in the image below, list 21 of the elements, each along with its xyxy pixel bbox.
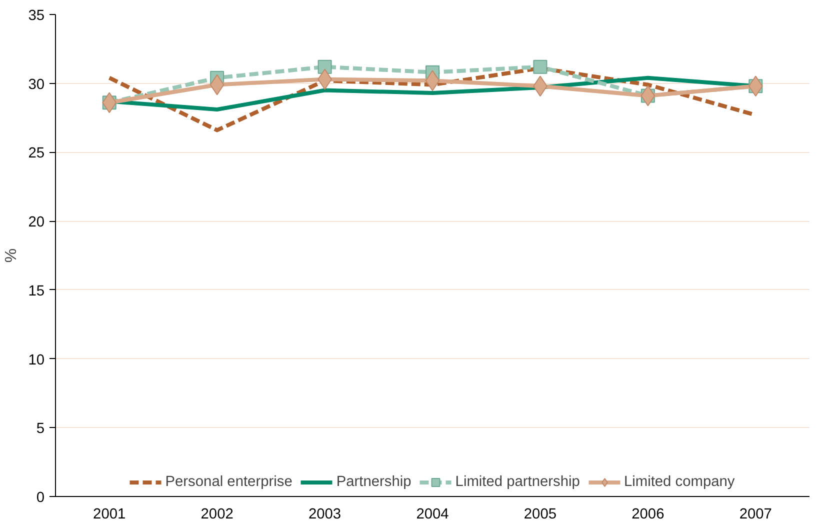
legend-label: Limited company bbox=[624, 474, 735, 490]
y-axis-title: % bbox=[3, 248, 20, 263]
y-tick-label: 35 bbox=[28, 8, 45, 24]
y-tick-label: 5 bbox=[36, 421, 45, 438]
x-tick-label: 2002 bbox=[200, 506, 234, 521]
x-tick-label: 2006 bbox=[632, 506, 664, 521]
legend-label: Partnership bbox=[336, 474, 412, 490]
y-tick-label: 10 bbox=[28, 352, 45, 368]
x-tick-label: 2005 bbox=[524, 506, 557, 521]
y-tick-label: 30 bbox=[28, 76, 45, 93]
y-tick-label: 20 bbox=[28, 214, 45, 231]
x-tick-label: 2007 bbox=[739, 506, 772, 521]
y-tick-label: 0 bbox=[36, 490, 45, 506]
y-tick-label: 15 bbox=[28, 283, 45, 300]
legend-label: Personal enterprise bbox=[165, 474, 292, 490]
legend-label: Limited partnership bbox=[455, 474, 580, 490]
x-tick-label: 2001 bbox=[93, 506, 126, 521]
x-tick-label: 2004 bbox=[416, 506, 449, 521]
point bbox=[533, 60, 548, 74]
y-tick-label: 25 bbox=[28, 146, 45, 162]
x-tick-label: 2003 bbox=[308, 506, 342, 521]
